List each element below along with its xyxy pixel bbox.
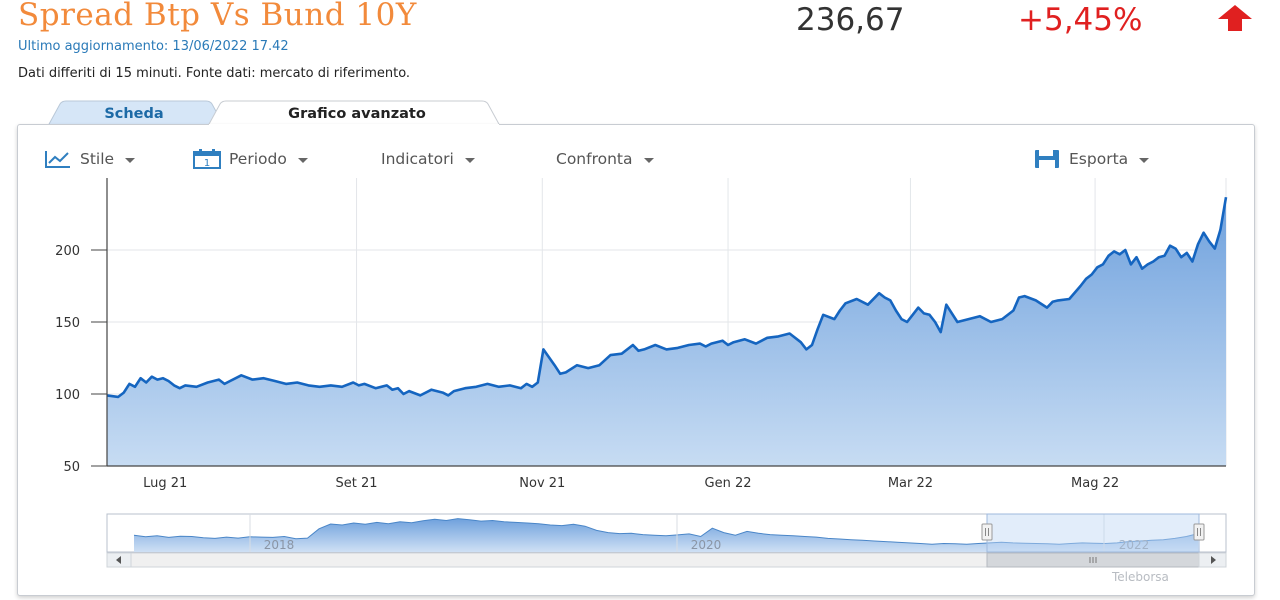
last-price: 236,67 <box>796 2 905 38</box>
indicators-menu[interactable]: Indicatori <box>381 148 475 170</box>
compare-menu-label: Confronta <box>556 150 633 168</box>
page-title: Spread Btp Vs Bund 10Y <box>18 0 417 33</box>
tab-shapes <box>47 100 501 127</box>
tab-grafico-avanzato[interactable]: Grafico avanzato <box>288 106 426 122</box>
export-menu-label: Esporta <box>1069 150 1129 168</box>
chevron-down-icon <box>125 157 136 163</box>
style-menu[interactable]: Stile <box>44 148 136 170</box>
style-menu-label: Stile <box>80 150 115 168</box>
chevron-down-icon <box>297 157 308 163</box>
period-menu-label: Periodo <box>229 150 287 168</box>
chevron-down-icon <box>464 157 475 163</box>
period-menu[interactable]: 1 Periodo <box>193 148 308 170</box>
last-update-value: 13/06/2022 17.42 <box>172 39 289 54</box>
line-chart-icon <box>45 151 70 168</box>
last-update-label: Ultimo aggiornamento: <box>18 39 169 54</box>
tab-scheda[interactable]: Scheda <box>104 106 164 122</box>
chevron-down-icon <box>1139 157 1150 163</box>
indicators-menu-label: Indicatori <box>381 150 454 168</box>
chevron-down-icon <box>643 157 654 163</box>
floppy-disk-icon <box>1035 150 1059 168</box>
calendar-icon: 1 <box>193 149 221 169</box>
chart-panel <box>17 124 1255 596</box>
last-update: Ultimo aggiornamento: 13/06/2022 17.42 <box>18 39 289 54</box>
export-menu[interactable]: Esporta <box>1033 148 1150 170</box>
active-tab-joint <box>209 124 499 127</box>
up-arrow-icon <box>1218 5 1252 31</box>
compare-menu[interactable]: Confronta <box>556 148 654 170</box>
brand-watermark: Teleborsa <box>1112 570 1169 584</box>
percent-change: +5,45% <box>1018 2 1143 38</box>
calendar-day: 1 <box>204 158 210 169</box>
data-delay-note: Dati differiti di 15 minuti. Fonte dati:… <box>18 66 411 81</box>
